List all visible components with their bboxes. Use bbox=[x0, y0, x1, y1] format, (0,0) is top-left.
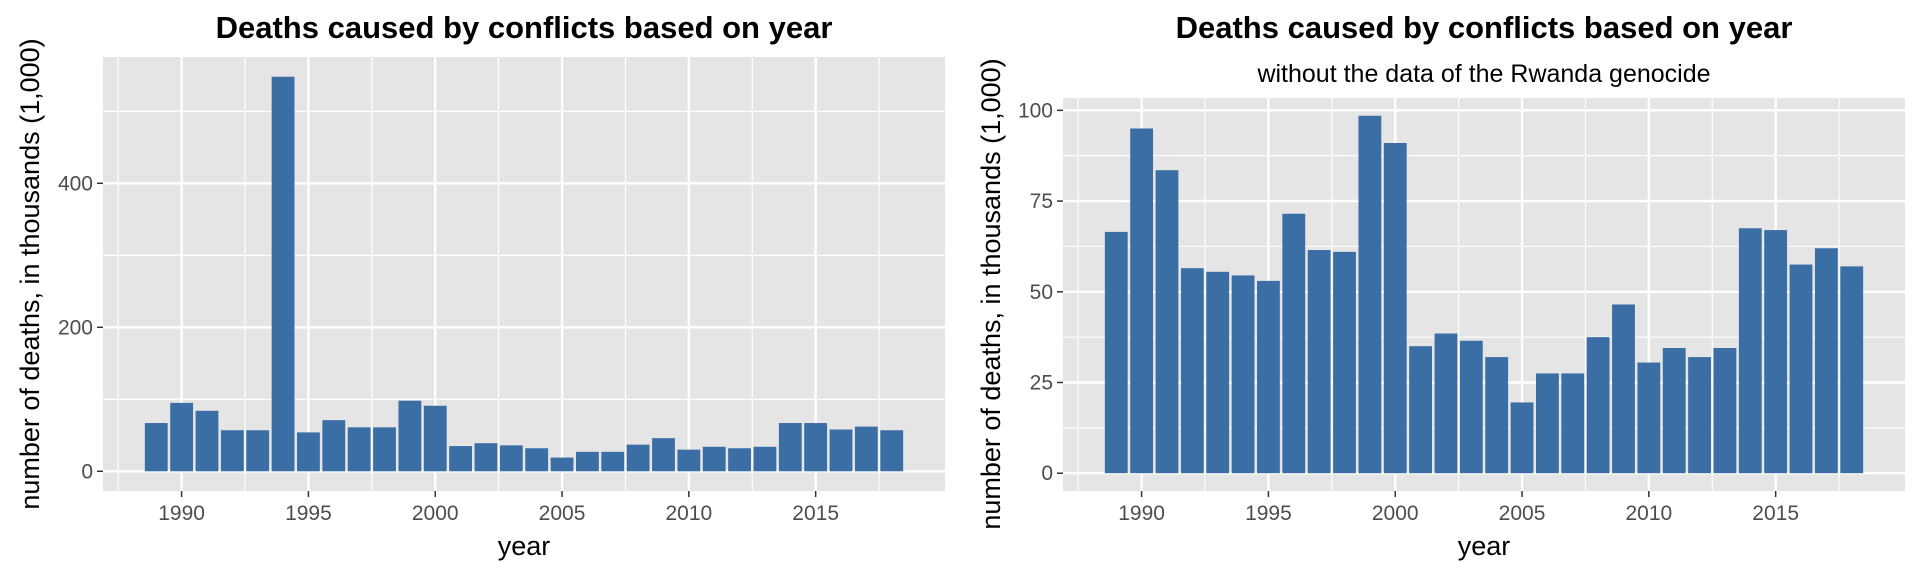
bar-1995 bbox=[297, 432, 320, 472]
bar-2017 bbox=[1814, 248, 1838, 474]
x-tick-label: 1990 bbox=[158, 502, 205, 525]
chart-left-y-axis: 0 200 400 bbox=[58, 172, 103, 483]
chart-left-x-axis: 1990 1995 2000 2005 2010 2015 bbox=[158, 491, 839, 525]
bar-2007 bbox=[601, 451, 625, 472]
chart-left-y-axis-title: number of deaths, in thousands (1,000) bbox=[15, 38, 45, 509]
bar-1996 bbox=[1282, 213, 1306, 474]
bar-2012 bbox=[1688, 357, 1711, 474]
chart-right-x-axis-title: year bbox=[1458, 531, 1511, 561]
bar-2000 bbox=[1383, 142, 1407, 474]
bar-2005 bbox=[550, 457, 574, 472]
chart-left-gridlines bbox=[103, 57, 945, 491]
bar-2014 bbox=[1738, 228, 1762, 474]
x-tick-label: 2005 bbox=[1499, 502, 1546, 525]
bar-1989 bbox=[1104, 231, 1128, 474]
bar-2008 bbox=[1586, 337, 1610, 474]
x-tick-label: 2010 bbox=[665, 502, 712, 525]
y-tick-label: 50 bbox=[1030, 281, 1053, 304]
bar-1991 bbox=[195, 410, 219, 472]
bar-2012 bbox=[728, 448, 751, 472]
bar-1999 bbox=[398, 400, 422, 472]
bar-1994 bbox=[271, 76, 295, 472]
bar-2013 bbox=[753, 446, 777, 472]
bar-2003 bbox=[499, 445, 523, 472]
bar-2002 bbox=[1434, 333, 1458, 474]
bar-2008 bbox=[626, 444, 650, 472]
bar-2002 bbox=[474, 443, 498, 472]
chart-right: Deaths caused by conflicts based on year… bbox=[976, 10, 1905, 561]
bar-2014 bbox=[778, 423, 802, 472]
bar-2006 bbox=[575, 451, 599, 472]
chart-left-panel bbox=[103, 57, 945, 491]
bar-2007 bbox=[1561, 373, 1585, 474]
x-tick-label: 2015 bbox=[792, 502, 839, 525]
x-tick-label: 1995 bbox=[285, 502, 332, 525]
bar-1991 bbox=[1155, 170, 1179, 474]
bar-2001 bbox=[449, 446, 473, 472]
bar-2003 bbox=[1459, 340, 1483, 474]
chart-left: Deaths caused by conflicts based on year… bbox=[15, 10, 945, 561]
x-tick-label: 2005 bbox=[539, 502, 586, 525]
y-tick-label: 200 bbox=[58, 316, 93, 339]
bar-2018 bbox=[880, 430, 904, 472]
bar-2015 bbox=[1764, 230, 1788, 474]
bar-2015 bbox=[804, 423, 828, 472]
bar-1998 bbox=[373, 427, 396, 472]
chart-right-subtitle: without the data of the Rwanda genocide bbox=[1256, 60, 1710, 88]
bar-2013 bbox=[1713, 348, 1737, 474]
chart-right-title: Deaths caused by conflicts based on year bbox=[1176, 10, 1793, 45]
bar-1995 bbox=[1257, 280, 1280, 474]
bar-1993 bbox=[1206, 271, 1230, 474]
bar-2001 bbox=[1409, 346, 1433, 474]
bar-2010 bbox=[1637, 362, 1661, 474]
chart-left-x-axis-title: year bbox=[498, 531, 551, 561]
chart-right-bars bbox=[1104, 115, 1864, 474]
y-tick-label: 100 bbox=[1018, 99, 1053, 122]
x-tick-label: 2015 bbox=[1752, 502, 1799, 525]
bar-2006 bbox=[1535, 373, 1559, 474]
bar-2016 bbox=[829, 429, 853, 472]
bar-2009 bbox=[652, 438, 675, 472]
bar-2004 bbox=[525, 448, 549, 472]
bar-1992 bbox=[1180, 268, 1204, 474]
bar-1997 bbox=[1307, 250, 1331, 474]
bar-2005 bbox=[1510, 402, 1534, 474]
bar-2009 bbox=[1612, 304, 1635, 474]
bar-2011 bbox=[702, 446, 726, 472]
y-tick-label: 0 bbox=[1041, 462, 1053, 485]
bar-1993 bbox=[246, 430, 270, 472]
bar-1990 bbox=[1130, 128, 1154, 474]
bar-2011 bbox=[1662, 348, 1686, 474]
y-tick-label: 75 bbox=[1030, 190, 1053, 213]
y-tick-label: 400 bbox=[58, 172, 93, 195]
x-tick-label: 1995 bbox=[1245, 502, 1292, 525]
y-tick-label: 0 bbox=[81, 460, 93, 483]
bar-1994 bbox=[1231, 275, 1255, 474]
chart-right-y-axis-title: number of deaths, in thousands (1,000) bbox=[976, 58, 1006, 529]
chart-right-x-axis: 1990 1995 2000 2005 2010 2015 bbox=[1118, 491, 1799, 525]
bar-2000 bbox=[423, 405, 447, 472]
bar-1990 bbox=[170, 402, 194, 472]
chart-right-y-axis: 0 25 50 75 100 bbox=[1018, 99, 1063, 485]
bar-2016 bbox=[1789, 264, 1813, 474]
x-tick-label: 2000 bbox=[1372, 502, 1419, 525]
bar-2018 bbox=[1840, 266, 1864, 474]
bar-2010 bbox=[677, 449, 701, 472]
bar-2017 bbox=[854, 426, 878, 472]
bar-1992 bbox=[220, 430, 244, 472]
bar-1989 bbox=[144, 423, 168, 472]
x-tick-label: 2010 bbox=[1625, 502, 1672, 525]
bar-1998 bbox=[1333, 251, 1356, 474]
bar-1996 bbox=[322, 420, 346, 472]
bar-1999 bbox=[1358, 115, 1382, 474]
chart-left-title: Deaths caused by conflicts based on year bbox=[216, 10, 833, 45]
y-tick-label: 25 bbox=[1030, 371, 1053, 394]
x-tick-label: 1990 bbox=[1118, 502, 1165, 525]
bar-1997 bbox=[347, 427, 371, 472]
x-tick-label: 2000 bbox=[412, 502, 459, 525]
bar-2004 bbox=[1485, 357, 1509, 474]
chart-left-bars bbox=[144, 76, 904, 472]
